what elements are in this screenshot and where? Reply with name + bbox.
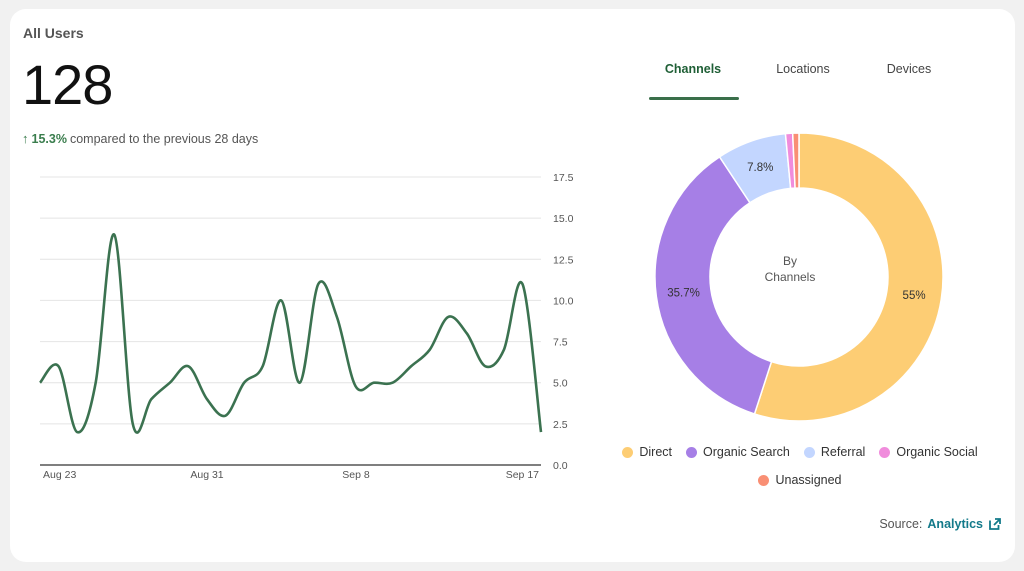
slice-unassigned[interactable]: [791, 132, 800, 189]
slice-label-referral: 7.8%: [747, 162, 773, 174]
tab-bar: Channels Locations Devices: [638, 62, 983, 92]
legend-label: Organic Search: [703, 445, 790, 459]
x-tick-label: Sep 8: [342, 469, 370, 481]
tab-channels[interactable]: Channels: [664, 62, 722, 76]
slice-organic-search[interactable]: [654, 155, 773, 415]
external-link-icon[interactable]: [988, 517, 1002, 531]
x-tick-label: Aug 23: [43, 469, 76, 481]
slice-label-organic-search: 35.7%: [667, 288, 700, 300]
legend-swatch: [879, 446, 891, 458]
source-attribution: Source: Analytics: [879, 517, 1002, 531]
y-tick-label: 0.0: [553, 460, 568, 472]
center-line-1: By: [782, 254, 797, 268]
x-tick-label: Sep 17: [506, 469, 539, 481]
delta-row: ↑ 15.3% compared to the previous 28 days: [22, 131, 258, 146]
tab-devices[interactable]: Devices: [886, 62, 932, 76]
legend-item-direct[interactable]: Direct: [622, 445, 672, 459]
legend-swatch: [803, 446, 815, 458]
users-series-line: [38, 233, 543, 434]
x-tick-label: Aug 31: [190, 469, 223, 481]
source-prefix: Source:: [879, 517, 923, 531]
analytics-link[interactable]: Analytics: [927, 517, 983, 531]
y-tick-label: 17.5: [553, 172, 574, 184]
legend-item-organic-search[interactable]: Organic Search: [686, 445, 790, 459]
legend-label: Referral: [820, 445, 866, 459]
center-line-2: Channels: [764, 270, 816, 284]
active-tab-indicator: [649, 97, 739, 100]
y-tick-label: 2.5: [553, 419, 568, 431]
legend-label: Organic Social: [896, 445, 978, 459]
tab-locations[interactable]: Locations: [776, 62, 830, 76]
all-users-card: [10, 9, 1015, 562]
arrow-up-icon: ↑: [22, 131, 29, 146]
legend-label: Unassigned: [775, 473, 842, 487]
delta-percent: 15.3%: [31, 131, 67, 146]
legend-item-unassigned[interactable]: Unassigned: [758, 473, 842, 487]
y-tick-label: 12.5: [553, 254, 574, 266]
legend-item-referral[interactable]: Referral: [803, 445, 866, 459]
legend-item-organic-social[interactable]: Organic Social: [879, 445, 978, 459]
legend-label: Direct: [639, 445, 673, 459]
slice-direct[interactable]: [753, 132, 944, 422]
legend-swatch: [758, 474, 770, 486]
legend-swatch: [622, 446, 634, 458]
y-tick-label: 10.0: [553, 295, 574, 307]
y-tick-label: 7.5: [553, 337, 568, 349]
y-tick-label: 5.0: [553, 378, 568, 390]
legend-swatch: [686, 446, 698, 458]
donut-legend: Direct Organic Search Referral Organic S…: [600, 445, 1000, 501]
delta-text: compared to the previous 28 days: [69, 131, 259, 146]
card-title: All Users: [23, 25, 84, 41]
total-users-value: 128: [22, 53, 113, 116]
y-tick-label: 15.0: [553, 213, 574, 225]
slice-label-direct: 55%: [903, 290, 926, 302]
donut-center-label: By Channels: [740, 253, 840, 285]
